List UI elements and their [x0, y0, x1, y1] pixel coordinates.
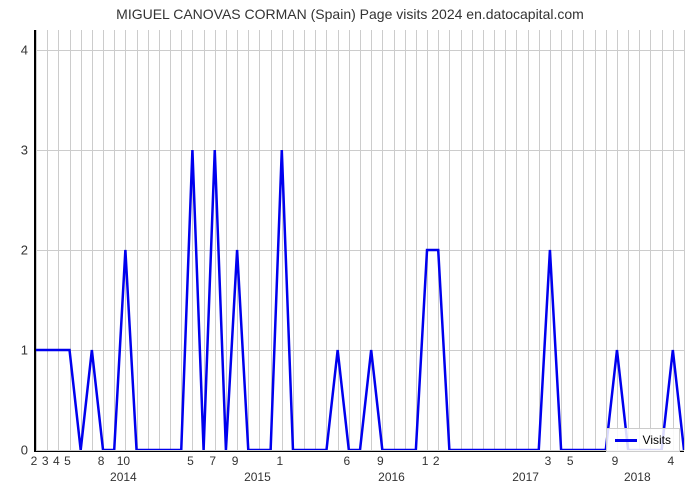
x-tick-label: 6	[343, 454, 350, 468]
y-tick-label: 0	[8, 443, 28, 458]
y-tick-label: 2	[8, 243, 28, 258]
series-line-visits	[36, 150, 684, 450]
legend-item-visits: Visits	[615, 433, 671, 447]
x-tick-label: 3	[42, 454, 49, 468]
x-tick-label: 7	[209, 454, 216, 468]
x-tick-label: 5	[187, 454, 194, 468]
y-tick-label: 3	[8, 143, 28, 158]
y-tick-label: 4	[8, 43, 28, 58]
x-year-label: 2015	[244, 470, 271, 484]
x-tick-label: 5	[567, 454, 574, 468]
legend: Visits	[606, 428, 680, 452]
plot-area	[34, 30, 684, 452]
x-year-label: 2014	[110, 470, 137, 484]
x-tick-label: 2	[433, 454, 440, 468]
gridline-vertical	[684, 30, 685, 450]
gridline-horizontal	[36, 450, 684, 451]
x-tick-label: 10	[117, 454, 130, 468]
x-year-label: 2017	[512, 470, 539, 484]
x-tick-label: 9	[232, 454, 239, 468]
chart-title: MIGUEL CANOVAS CORMAN (Spain) Page visit…	[0, 6, 700, 22]
x-tick-label: 3	[545, 454, 552, 468]
y-tick-label: 1	[8, 343, 28, 358]
x-year-label: 2016	[378, 470, 405, 484]
x-year-label: 2018	[624, 470, 651, 484]
x-tick-label: 4	[53, 454, 60, 468]
legend-swatch	[615, 439, 637, 442]
x-tick-label: 9	[612, 454, 619, 468]
x-tick-label: 9	[377, 454, 384, 468]
x-tick-label: 1	[422, 454, 429, 468]
x-tick-label: 8	[98, 454, 105, 468]
line-chart-svg	[36, 30, 684, 450]
x-tick-label: 1	[276, 454, 283, 468]
x-tick-label: 2	[31, 454, 38, 468]
legend-label: Visits	[643, 433, 671, 447]
x-tick-label: 4	[667, 454, 674, 468]
chart-container: MIGUEL CANOVAS CORMAN (Spain) Page visit…	[0, 0, 700, 500]
x-tick-label: 5	[64, 454, 71, 468]
